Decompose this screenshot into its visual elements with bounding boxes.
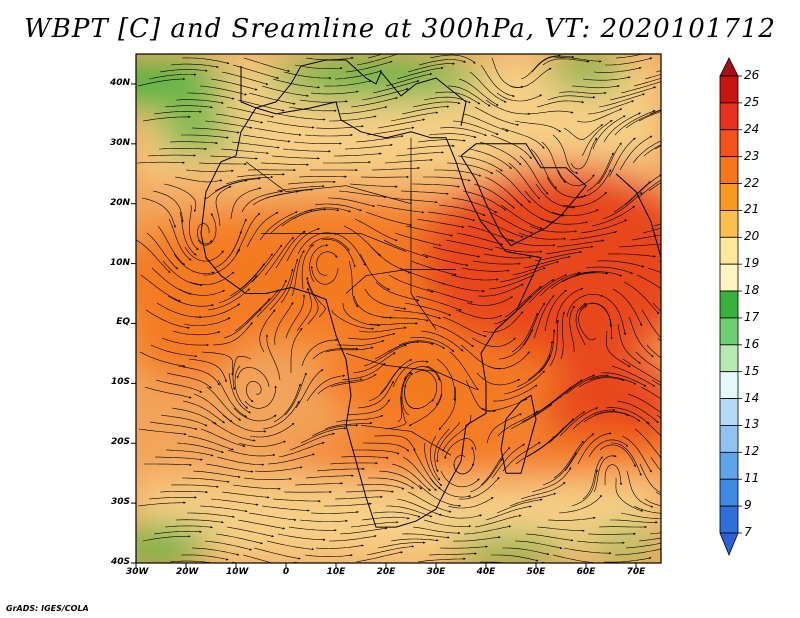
colorbar-box xyxy=(719,290,739,319)
africa-coast xyxy=(200,101,542,528)
colorbar-bottom-arrow xyxy=(719,532,739,557)
lat-tick-label: 40N xyxy=(109,77,130,88)
lon-tick-label: 70E xyxy=(626,567,646,577)
lon-tick-label: 40E xyxy=(476,567,496,577)
colorbar-label: 24 xyxy=(744,121,760,136)
colorbar-box xyxy=(719,317,739,346)
lon-tick-label: 50E xyxy=(526,567,546,577)
lon-tick-label: 0 xyxy=(282,567,290,577)
map-title: WBPT [C] and Sreamline at 300hPa, VT: 20… xyxy=(24,14,776,44)
colorbar-label: 15 xyxy=(744,363,760,378)
colorbar-label: 19 xyxy=(744,256,760,271)
lon-tick-label: 60E xyxy=(576,567,596,577)
colorbar xyxy=(719,57,742,557)
colorbar-label: 25 xyxy=(744,94,760,109)
borders xyxy=(245,137,477,456)
colorbar-box xyxy=(719,236,739,265)
colorbar-label: 20 xyxy=(744,229,760,244)
colorbar-label: 7 xyxy=(744,525,752,539)
colorbar-label: 22 xyxy=(744,175,760,190)
lat-tick-label: 10N xyxy=(109,257,130,268)
colorbar-box xyxy=(719,156,739,184)
india-coast xyxy=(615,173,661,259)
colorbar-box xyxy=(719,425,739,453)
colorbar-box xyxy=(719,478,739,507)
colorbar-label: 17 xyxy=(744,309,760,324)
colorbar-label: 9 xyxy=(744,498,752,513)
colorbar-label: 11 xyxy=(744,471,760,486)
colorbar-top-arrow xyxy=(719,57,739,77)
lon-tick-label: 10E xyxy=(326,567,346,577)
colorbar-label: 18 xyxy=(744,283,760,298)
colorbar-label: 13 xyxy=(744,417,760,432)
colorbar-box xyxy=(719,263,739,292)
lat-tick-label: 30N xyxy=(109,137,130,148)
lat-tick-label: 20N xyxy=(109,197,130,208)
grads-credit: GrADS: IGES/COLA xyxy=(6,604,89,613)
colorbar-label: 12 xyxy=(744,444,760,459)
lat-tick-label: 30S xyxy=(110,497,130,508)
colorbar-label: 26 xyxy=(744,68,760,82)
lat-tick-label: 40S xyxy=(110,557,130,567)
arabia-coast xyxy=(460,143,587,247)
lat-tick-label: EQ xyxy=(116,317,130,328)
lon-tick-label: 20E xyxy=(376,567,396,577)
colorbar-label: 16 xyxy=(744,336,760,351)
lon-tick-label: 30W xyxy=(126,567,149,577)
plot-frame xyxy=(135,53,662,564)
streamlines xyxy=(136,54,661,563)
madagascar-coast xyxy=(500,394,537,474)
colorbar-box xyxy=(719,102,739,131)
lon-tick-label: 20W xyxy=(176,567,199,577)
colorbar-box xyxy=(719,183,739,211)
lon-tick-label: 10W xyxy=(226,567,249,577)
colorbar-box xyxy=(719,75,739,104)
lon-tick-label: 30E xyxy=(426,567,446,577)
colorbar-box xyxy=(719,398,739,426)
colorbar-box xyxy=(719,505,739,534)
colorbar-box xyxy=(719,451,739,480)
lat-tick-label: 10S xyxy=(110,377,130,388)
coastlines xyxy=(200,59,661,528)
colorbar-label: 21 xyxy=(744,202,760,217)
colorbar-box xyxy=(719,210,739,238)
colorbar-label: 14 xyxy=(744,390,760,405)
colorbar-box xyxy=(719,129,739,158)
colorbar-label: 23 xyxy=(744,148,760,163)
europe-coast xyxy=(240,59,467,127)
colorbar-box xyxy=(719,371,739,399)
colorbar-box xyxy=(719,344,739,373)
lat-tick-label: 20S xyxy=(110,437,130,448)
